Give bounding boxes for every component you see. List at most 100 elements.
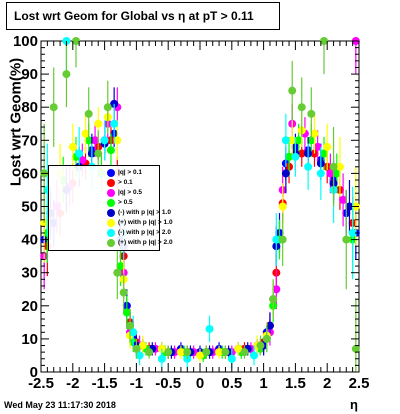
data-point xyxy=(71,37,80,45)
data-point xyxy=(122,308,131,317)
legend-marker-icon xyxy=(107,168,115,177)
data-point xyxy=(164,348,173,357)
data-point xyxy=(78,156,87,165)
data-point xyxy=(313,142,322,151)
data-point xyxy=(281,136,290,145)
legend-entry: (-) with p |q| > 2.0 xyxy=(49,227,171,238)
data-point xyxy=(265,321,274,330)
data-point xyxy=(157,354,166,363)
data-point xyxy=(272,285,281,294)
data-point xyxy=(106,146,115,155)
data-point xyxy=(215,348,224,357)
legend-text: |q| > 0.5 xyxy=(118,189,143,196)
data-point xyxy=(132,344,141,353)
data-point xyxy=(304,162,313,171)
legend-entry: (+) with p |q| > 2.0 xyxy=(49,237,173,248)
legend-text: (+) with p |q| > 2.0 xyxy=(118,239,173,246)
y-tick-label: 0 xyxy=(30,364,38,381)
legend-text: (+) with p |q| > 1.0 xyxy=(118,219,173,226)
data-point xyxy=(176,348,185,357)
chart-title: Lost wrt Geom for Global vs η at pT > 0.… xyxy=(6,2,280,30)
data-point xyxy=(307,109,316,118)
data-point xyxy=(345,202,354,211)
data-point xyxy=(126,321,135,330)
x-tick-label: -0.5 xyxy=(155,375,181,392)
data-point xyxy=(348,228,357,237)
data-point xyxy=(294,136,303,145)
data-point xyxy=(62,70,71,79)
x-tick-label: -2.5 xyxy=(28,375,54,392)
legend-text: > 0.5 xyxy=(118,199,133,206)
legend-text: (-) with p |q| > 1.0 xyxy=(118,209,171,216)
legend-marker-icon xyxy=(107,238,115,247)
data-point xyxy=(94,149,103,158)
data-point xyxy=(227,354,236,363)
legend: |q| > 0.1 > 0.1 |q| > 0.5 > 0.5 (-) with… xyxy=(48,165,173,251)
y-tick-label: 20 xyxy=(21,298,38,315)
legend-text: (-) with p |q| > 2.0 xyxy=(118,229,171,236)
data-point xyxy=(81,129,90,138)
series-6 xyxy=(43,37,357,369)
legend-marker-icon xyxy=(107,178,115,187)
data-point xyxy=(100,136,109,145)
legend-marker-icon xyxy=(107,188,115,197)
data-point xyxy=(278,202,287,211)
data-point xyxy=(288,86,297,95)
data-point xyxy=(291,152,300,161)
data-point xyxy=(326,169,335,178)
x-tick-label: 1 xyxy=(259,375,267,392)
legend-entry: (-) with p |q| > 1.0 xyxy=(49,207,171,218)
y-axis-label: Lost wrt Geom(%) xyxy=(7,57,25,187)
y-tick-label: 80 xyxy=(21,99,38,116)
data-point xyxy=(335,162,344,171)
data-point xyxy=(119,288,128,297)
data-point xyxy=(320,37,329,45)
data-point xyxy=(75,149,84,158)
y-tick-label: 70 xyxy=(21,132,38,149)
x-tick-label: 1.5 xyxy=(285,375,306,392)
data-point xyxy=(135,351,144,360)
data-point xyxy=(310,129,319,138)
data-point xyxy=(49,103,58,112)
legend-marker-icon xyxy=(107,208,115,217)
y-tick-label: 10 xyxy=(21,331,38,348)
legend-entry: |q| > 0.1 xyxy=(49,167,161,178)
x-axis-label: η xyxy=(350,397,358,412)
x-tick-label: 0.5 xyxy=(221,375,242,392)
y-tick-label: 100 xyxy=(13,33,38,50)
timestamp: Wed May 23 11:17:30 2018 xyxy=(4,400,116,410)
legend-entry: > 0.1 xyxy=(49,177,161,188)
y-tick-label: 30 xyxy=(21,265,38,282)
data-point xyxy=(196,351,204,360)
x-tick-label: -2 xyxy=(66,375,79,392)
series-7 xyxy=(40,37,360,372)
data-point xyxy=(278,235,287,244)
data-point xyxy=(329,162,338,171)
data-point xyxy=(202,348,211,357)
legend-entry: |q| > 0.5 xyxy=(49,187,161,198)
data-point xyxy=(138,341,147,350)
data-point xyxy=(94,119,103,128)
data-point xyxy=(250,351,259,360)
data-point xyxy=(272,235,281,244)
y-tick-label: 60 xyxy=(21,165,38,182)
x-tick-label: 0 xyxy=(196,375,204,392)
data-point xyxy=(339,195,348,204)
data-point xyxy=(281,169,290,178)
data-point xyxy=(320,149,329,158)
data-point xyxy=(316,169,325,178)
data-point xyxy=(221,348,230,357)
x-tick-label: -1.5 xyxy=(92,375,118,392)
data-point xyxy=(113,136,122,145)
legend-marker-icon xyxy=(107,218,115,227)
data-point xyxy=(323,142,332,151)
legend-entry: > 0.5 xyxy=(49,197,161,208)
data-point xyxy=(205,324,214,333)
data-point xyxy=(332,169,341,178)
legend-entry: (+) with p |q| > 1.0 xyxy=(49,217,173,228)
data-point xyxy=(342,235,351,244)
data-point xyxy=(256,341,265,350)
legend-text: > 0.1 xyxy=(118,179,133,186)
data-point xyxy=(116,262,125,271)
data-point xyxy=(68,142,77,151)
